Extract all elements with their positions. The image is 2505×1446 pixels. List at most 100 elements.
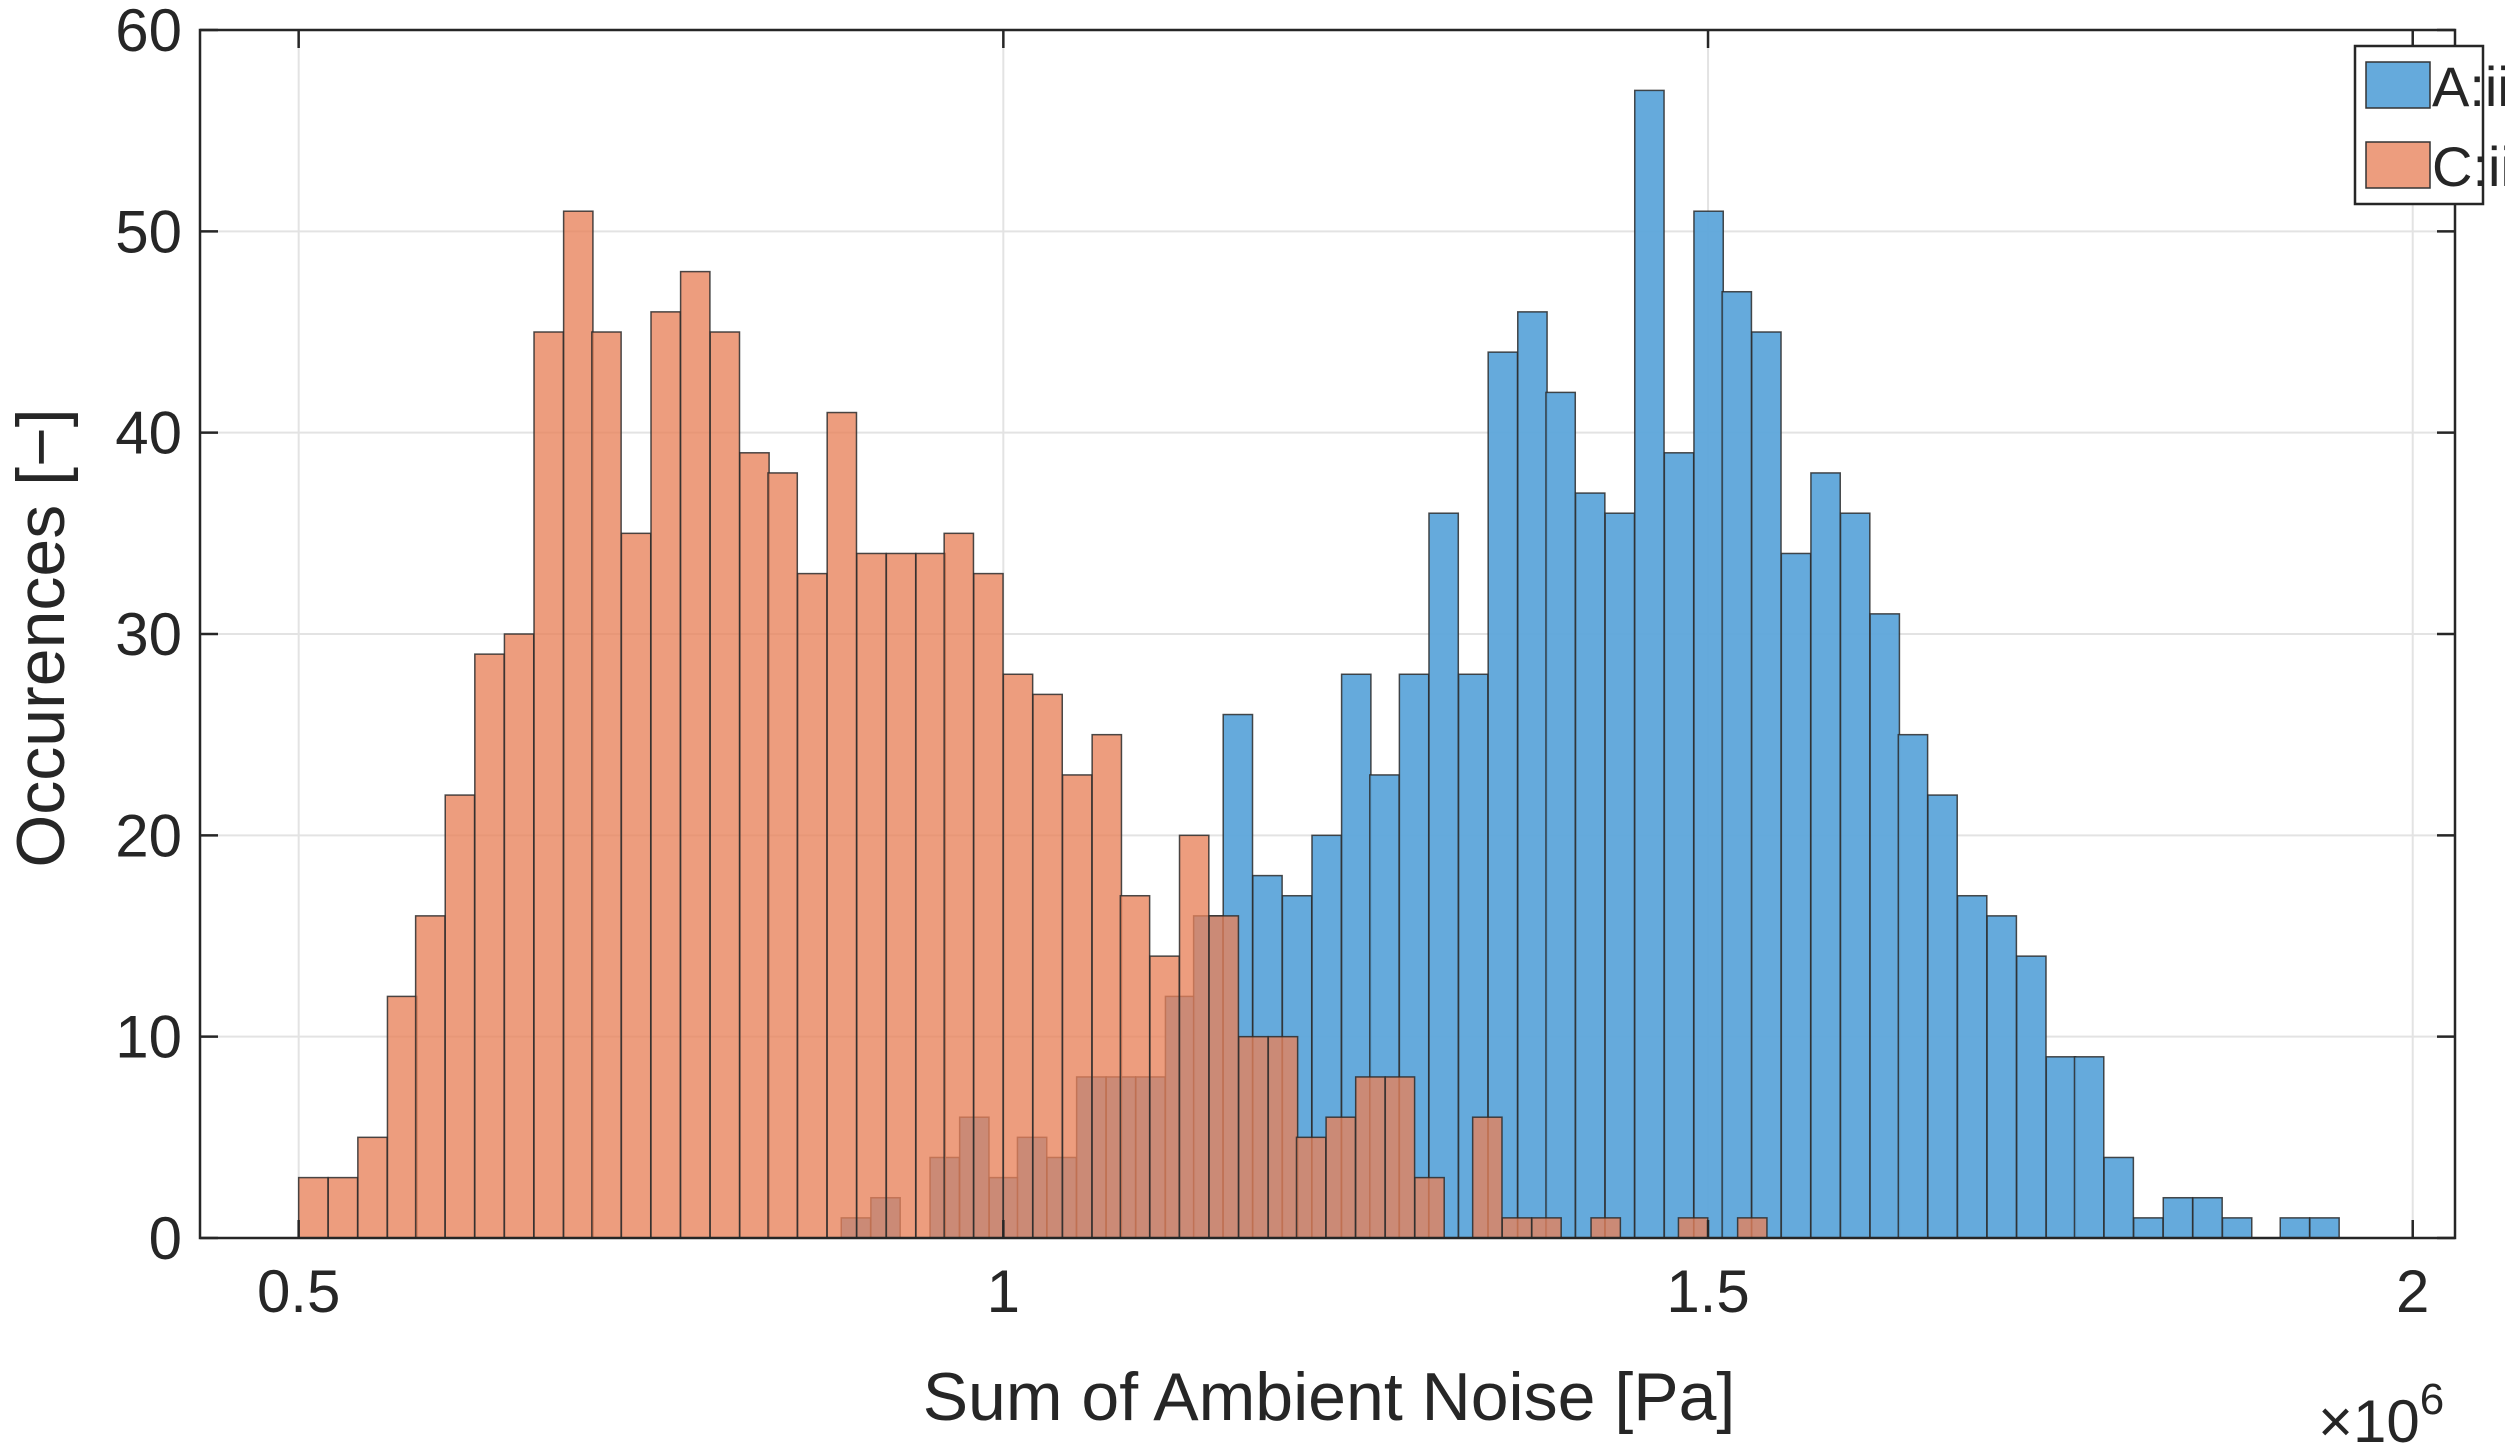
bar-a-45 bbox=[2192, 1196, 2223, 1239]
bar-a-35 bbox=[1897, 733, 1929, 1239]
bar-a-27 bbox=[1663, 452, 1695, 1239]
bar-c-3 bbox=[386, 995, 418, 1239]
bar-a-43 bbox=[2132, 1217, 2164, 1239]
bar-a-32 bbox=[1810, 472, 1841, 1239]
series-c-bars bbox=[297, 210, 1768, 1239]
x-tick-label-2: 1.5 bbox=[1666, 1258, 1749, 1325]
x-axis-multiplier-base: ×10 bbox=[2318, 1388, 2420, 1446]
bar-c-2 bbox=[357, 1136, 388, 1239]
bar-c-19 bbox=[856, 552, 887, 1239]
bar-c-25 bbox=[1032, 693, 1064, 1239]
bar-c-34 bbox=[1295, 1136, 1327, 1239]
bar-a-39 bbox=[2015, 955, 2047, 1239]
bar-a-34 bbox=[1869, 613, 1901, 1239]
bar-c-18 bbox=[826, 411, 858, 1239]
bar-a-21 bbox=[1487, 351, 1519, 1239]
legend-swatch-a bbox=[2365, 61, 2431, 109]
bar-c-12 bbox=[650, 311, 682, 1239]
bar-c-15 bbox=[739, 452, 770, 1239]
bar-a-37 bbox=[1956, 894, 1988, 1239]
bar-c-38 bbox=[1414, 1176, 1445, 1239]
bar-c-40 bbox=[1501, 1217, 1533, 1239]
bar-c-17 bbox=[796, 572, 828, 1239]
x-axis-label: Sum of Ambient Noise [Pa] bbox=[923, 1359, 1736, 1435]
bar-a-48 bbox=[2309, 1217, 2340, 1239]
x-tick-label-0: 0.5 bbox=[257, 1258, 340, 1325]
bar-c-28 bbox=[1119, 894, 1151, 1239]
bar-c-23 bbox=[972, 572, 1004, 1239]
bar-c-36 bbox=[1354, 1076, 1386, 1239]
bar-c-26 bbox=[1061, 774, 1093, 1239]
bar-a-30 bbox=[1750, 331, 1782, 1239]
bar-c-41 bbox=[1531, 1217, 1562, 1239]
bar-a-19 bbox=[1428, 512, 1460, 1239]
bar-a-29 bbox=[1721, 290, 1753, 1239]
bar-a-33 bbox=[1839, 512, 1871, 1239]
bar-c-8 bbox=[533, 331, 565, 1239]
series-a-bars bbox=[840, 89, 2340, 1239]
y-tick-label-6: 60 bbox=[115, 0, 182, 64]
bar-c-31 bbox=[1208, 915, 1240, 1239]
bar-c-44 bbox=[1736, 1217, 1768, 1239]
bar-a-22 bbox=[1517, 311, 1548, 1239]
bar-a-24 bbox=[1574, 492, 1606, 1239]
bar-c-43 bbox=[1677, 1217, 1709, 1239]
bar-c-39 bbox=[1471, 1116, 1503, 1239]
bar-a-42 bbox=[2103, 1156, 2135, 1239]
bar-c-5 bbox=[444, 794, 476, 1239]
y-axis-ticks: 0 10 20 30 40 50 60 bbox=[115, 0, 2455, 1272]
bar-c-29 bbox=[1149, 955, 1180, 1239]
legend-label-c: C:ii bbox=[2432, 135, 2505, 198]
bar-c-11 bbox=[620, 532, 652, 1239]
bar-c-20 bbox=[885, 552, 917, 1239]
y-tick-label-4: 40 bbox=[115, 400, 182, 467]
bar-c-22 bbox=[943, 532, 975, 1239]
y-axis-label: Occurences [−] bbox=[3, 408, 79, 867]
bar-c-27 bbox=[1091, 733, 1123, 1239]
bar-a-44 bbox=[2162, 1196, 2194, 1239]
bar-c-33 bbox=[1267, 1035, 1299, 1239]
bar-a-25 bbox=[1604, 512, 1636, 1239]
bar-a-47 bbox=[2279, 1217, 2311, 1239]
bar-c-13 bbox=[679, 270, 711, 1239]
y-tick-label-0: 0 bbox=[149, 1205, 182, 1272]
bar-c-30 bbox=[1178, 834, 1210, 1239]
legend: A:ii C:ii bbox=[2353, 44, 2505, 206]
bar-c-42 bbox=[1590, 1217, 1622, 1239]
bar-a-26 bbox=[1633, 89, 1665, 1239]
y-tick-label-1: 10 bbox=[115, 1004, 182, 1071]
bar-c-10 bbox=[591, 331, 622, 1239]
bar-a-40 bbox=[2045, 1056, 2077, 1239]
bar-c-32 bbox=[1237, 1035, 1269, 1239]
bar-a-38 bbox=[1986, 915, 2018, 1239]
bar-a-31 bbox=[1780, 552, 1812, 1239]
bar-c-9 bbox=[562, 210, 594, 1239]
legend-label-a: A:ii bbox=[2432, 55, 2505, 118]
bar-c-7 bbox=[503, 633, 535, 1239]
bar-c-24 bbox=[1002, 673, 1034, 1239]
x-axis-multiplier: ×106 bbox=[2318, 1375, 2444, 1446]
x-tick-label-1: 1 bbox=[987, 1258, 1020, 1325]
bar-c-35 bbox=[1325, 1116, 1357, 1239]
bar-a-23 bbox=[1545, 391, 1577, 1239]
bar-c-1 bbox=[327, 1176, 359, 1239]
y-tick-label-2: 20 bbox=[115, 802, 182, 869]
bar-c-4 bbox=[414, 915, 446, 1239]
bar-c-16 bbox=[767, 472, 799, 1239]
bar-c-21 bbox=[915, 552, 947, 1239]
bar-c-37 bbox=[1384, 1076, 1416, 1239]
bar-a-28 bbox=[1693, 210, 1725, 1239]
bar-c-14 bbox=[709, 331, 741, 1239]
bar-c-0 bbox=[297, 1176, 329, 1239]
x-axis-multiplier-exponent: 6 bbox=[2420, 1375, 2444, 1424]
y-tick-label-5: 50 bbox=[115, 198, 182, 265]
bar-c-6 bbox=[474, 653, 505, 1239]
bar-a-36 bbox=[1927, 794, 1958, 1239]
x-axis-ticks: 0.5 1 1.5 2 bbox=[257, 30, 2429, 1325]
bar-a-46 bbox=[2221, 1217, 2253, 1239]
y-tick-label-3: 30 bbox=[115, 601, 182, 668]
x-tick-label-3: 2 bbox=[2396, 1258, 2429, 1325]
legend-swatch-c bbox=[2365, 141, 2431, 189]
bar-a-41 bbox=[2073, 1056, 2105, 1239]
